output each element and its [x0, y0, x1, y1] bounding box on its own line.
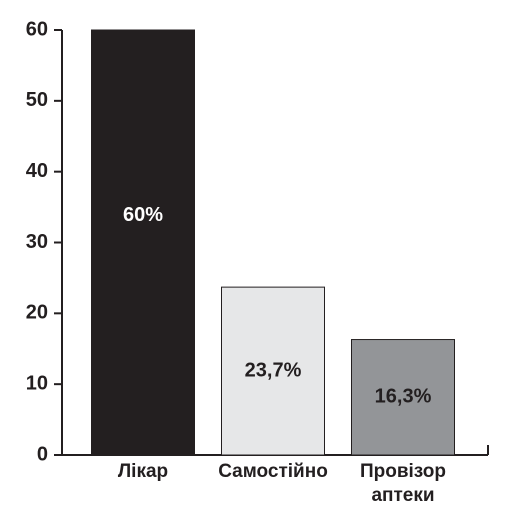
y-tick-label: 30 [26, 231, 48, 253]
y-tick-label: 0 [37, 443, 48, 465]
bar [351, 339, 455, 456]
y-tick-label: 50 [26, 89, 48, 111]
value-label: 60% [123, 204, 163, 226]
bar [91, 29, 195, 456]
y-tick-label: 40 [26, 160, 48, 182]
value-label: 23,7% [245, 359, 302, 381]
y-tick-label: 60 [26, 18, 48, 40]
y-tick-label: 20 [26, 302, 48, 324]
bar [221, 286, 325, 456]
y-tick-label: 10 [26, 372, 48, 394]
x-tick-label: Лікар [117, 461, 169, 482]
x-tick-label: Самостійно [218, 461, 328, 482]
value-label: 16,3% [375, 386, 432, 408]
x-tick-label: Провізор аптеки [359, 461, 446, 506]
